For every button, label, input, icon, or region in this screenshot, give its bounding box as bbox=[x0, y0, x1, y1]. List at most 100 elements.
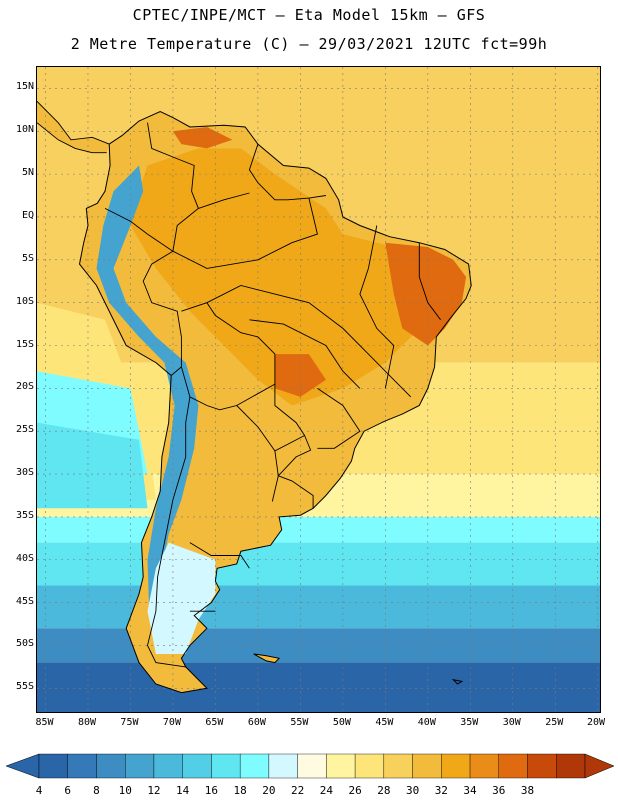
colorbar-swatch bbox=[527, 753, 557, 779]
border-peru bbox=[142, 250, 182, 376]
colorbar-swatch bbox=[268, 753, 298, 779]
lon-tick-label: 75W bbox=[120, 717, 139, 728]
color-legend-bar bbox=[5, 753, 615, 779]
border-venezuela-brazil bbox=[198, 192, 250, 209]
lat-tick-label: 55S bbox=[15, 681, 34, 693]
colorbar-tick-label: 10 bbox=[118, 784, 132, 797]
colorbar-tick-label: 14 bbox=[176, 784, 190, 797]
lon-tick-label: 85W bbox=[35, 717, 54, 728]
colorbar-swatch bbox=[125, 753, 155, 779]
lon-tick-label: 45W bbox=[375, 717, 394, 728]
lon-tick-label: 40W bbox=[417, 717, 436, 728]
lon-tick-label: 30W bbox=[502, 717, 521, 728]
title-line-2: 2 Metre Temperature (C) – 29/03/2021 12U… bbox=[70, 35, 548, 53]
ocean-band-4 bbox=[37, 542, 600, 586]
colorbar-swatch bbox=[498, 753, 528, 779]
colorbar-tick-label: 18 bbox=[233, 784, 247, 797]
central-america-land bbox=[37, 101, 110, 153]
central-america-coast-north bbox=[37, 100, 110, 145]
lon-tick-label: 55W bbox=[290, 717, 309, 728]
lon-tick-label: 60W bbox=[247, 717, 266, 728]
colorbar-swatch bbox=[469, 753, 499, 779]
border-bolivia bbox=[180, 302, 276, 411]
colorbar-tick-label: 20 bbox=[262, 784, 276, 797]
lat-tick-label: 50S bbox=[15, 638, 34, 650]
lat-tick-label: 45S bbox=[15, 595, 34, 607]
colorbar-tick-label: 38 bbox=[520, 784, 535, 797]
colorbar-low-arrow bbox=[5, 753, 40, 779]
lon-tick-label: 50W bbox=[332, 717, 351, 728]
border-argentina-uruguay bbox=[271, 450, 279, 502]
province-border-patagonia bbox=[189, 542, 250, 569]
lon-tick-label: 70W bbox=[162, 717, 181, 728]
lon-tick-label: 65W bbox=[205, 717, 224, 728]
lat-tick-label: 5N bbox=[21, 167, 34, 179]
state-border-mato-grosso bbox=[249, 319, 361, 389]
lat-tick-label: 10S bbox=[15, 295, 34, 307]
lat-tick-label: 35S bbox=[15, 509, 34, 521]
lat-tick-label: 30S bbox=[15, 467, 34, 479]
lat-tick-label: 10N bbox=[15, 124, 34, 136]
state-border-parana bbox=[317, 388, 361, 449]
state-border-central bbox=[359, 225, 395, 389]
colorbar-tick-label: 12 bbox=[147, 784, 161, 797]
northeast-brazil-very-hot bbox=[385, 242, 467, 346]
lon-tick-label: 80W bbox=[77, 717, 96, 728]
temperature-map bbox=[37, 67, 600, 712]
coastline bbox=[78, 111, 472, 694]
colorbar-swatch bbox=[383, 753, 413, 779]
ocean-band-5 bbox=[37, 585, 600, 629]
humboldt-cold-zone bbox=[37, 422, 148, 509]
map-panel bbox=[36, 66, 601, 713]
colorbar-swatch bbox=[38, 753, 68, 779]
llanos-very-hot bbox=[172, 127, 233, 149]
ocean-band-7 bbox=[37, 662, 600, 712]
colorbar-tick-label: 8 bbox=[93, 784, 100, 797]
lon-tick-label: 35W bbox=[460, 717, 479, 728]
colorbar-swatch bbox=[182, 753, 212, 779]
colorbar-swatch bbox=[67, 753, 97, 779]
colorbar-swatch bbox=[239, 753, 270, 779]
colorbar-tick-label: 22 bbox=[291, 784, 305, 797]
colorbar-tick-label: 4 bbox=[35, 784, 43, 797]
colorbar-tick-label: 26 bbox=[348, 784, 362, 797]
colorbar-tick-label: 36 bbox=[492, 784, 506, 797]
colorbar-swatch bbox=[211, 753, 241, 779]
ocean-band-3 bbox=[37, 516, 600, 543]
lat-tick-label: 25S bbox=[15, 424, 34, 436]
lon-tick-label: 20W bbox=[586, 717, 606, 728]
colorbar-swatch bbox=[556, 753, 586, 779]
lat-tick-label: 5S bbox=[21, 252, 34, 264]
state-border-northeast bbox=[418, 242, 441, 321]
central-america-coast-south bbox=[37, 122, 107, 154]
south-georgia bbox=[451, 678, 464, 685]
falkland-islands bbox=[253, 653, 281, 664]
state-border-amazon bbox=[172, 197, 318, 269]
colorbar-high-arrow bbox=[584, 753, 615, 779]
colorbar-swatch bbox=[412, 753, 442, 779]
state-border-south bbox=[206, 285, 412, 398]
colorbar-tick-label: 6 bbox=[64, 784, 72, 797]
lat-tick-label: 40S bbox=[15, 552, 34, 564]
colorbar-tick-label: 34 bbox=[463, 784, 477, 797]
lon-tick-label: 25W bbox=[545, 717, 564, 728]
colorbar-swatch bbox=[297, 753, 327, 779]
lat-tick-label: 15S bbox=[15, 338, 34, 350]
lat-tick-label: EQ bbox=[21, 209, 34, 221]
pantanal-very-hot bbox=[274, 354, 326, 397]
colorbar-tick-label: 32 bbox=[434, 784, 448, 797]
lat-tick-label: 20S bbox=[15, 381, 34, 393]
border-chile-argentina bbox=[147, 396, 191, 668]
colorbar-tick-label: 16 bbox=[204, 784, 219, 797]
colorbar-swatch bbox=[354, 753, 385, 779]
colorbar-swatch bbox=[96, 753, 126, 779]
title-line-1: CPTEC/INPE/MCT – Eta Model 15km – GFS bbox=[132, 6, 486, 24]
colorbar-swatch bbox=[326, 753, 356, 779]
colorbar-swatch bbox=[441, 753, 471, 779]
colorbar-tick-label: 28 bbox=[377, 784, 391, 797]
lat-tick-label: 15N bbox=[15, 81, 34, 93]
colorbar-tick-label: 30 bbox=[405, 784, 420, 797]
amazon-hot-zone bbox=[130, 148, 428, 406]
colorbar-swatch bbox=[153, 753, 183, 779]
patagonia-cool-zone bbox=[147, 542, 216, 654]
